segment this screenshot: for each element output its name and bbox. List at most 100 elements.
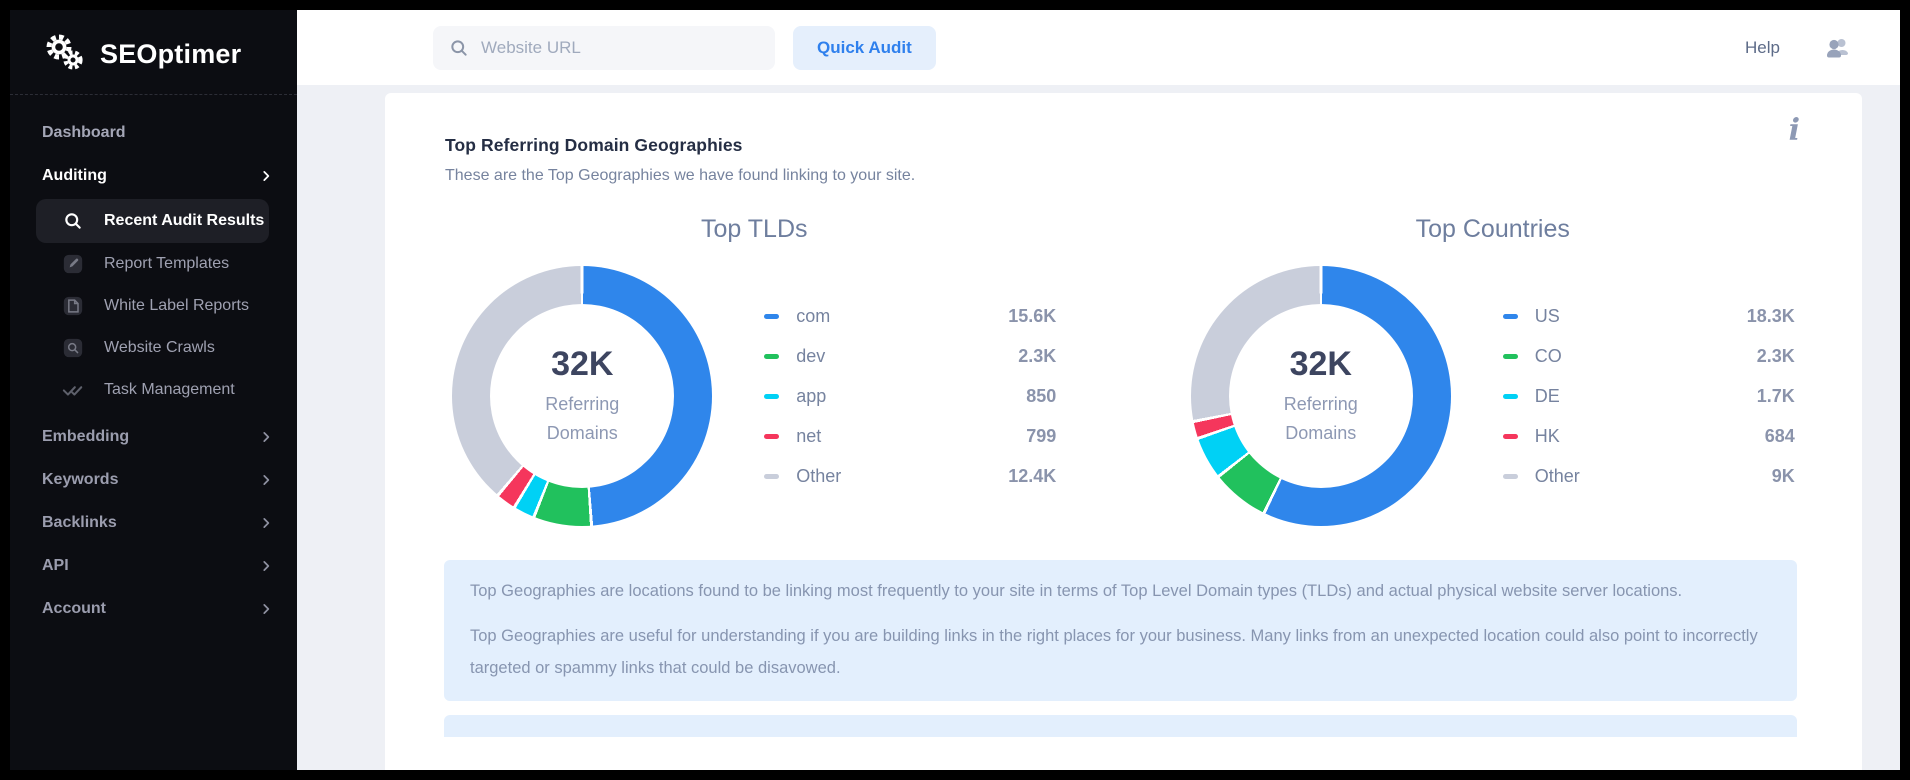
info-icon[interactable]: i — [1788, 113, 1800, 148]
panel-title: Top Referring Domain Geographies — [445, 135, 743, 155]
logo-text: SEOptimer — [100, 38, 242, 69]
legend-marker — [1502, 393, 1518, 399]
report-icon — [62, 295, 84, 317]
sidebar-item-embedding[interactable]: Embedding — [10, 415, 297, 458]
legend-row: CO 2.3K — [1502, 336, 1795, 376]
sidebar-item-keywords[interactable]: Keywords — [10, 458, 297, 501]
chart-legend: US 18.3K CO 2.3K DE 1.7K HK 684 Other 9K — [1502, 296, 1795, 496]
legend-label: dev — [796, 345, 826, 366]
sidebar-item-auditing[interactable]: Auditing — [10, 154, 297, 197]
legend-marker — [1502, 473, 1518, 479]
sidebar-item-recent-audit-results[interactable]: Recent Audit Results — [36, 199, 269, 243]
page-magnifier-icon — [62, 337, 84, 359]
donut-center-label: Referring Domains — [1283, 393, 1358, 443]
sidebar-divider — [10, 94, 297, 95]
sidebar-item-report-templates[interactable]: Report Templates — [10, 243, 297, 285]
legend-value: 850 — [1026, 385, 1057, 406]
legend-label: app — [796, 385, 827, 406]
topbar: Quick Audit Help — [297, 10, 1900, 85]
auditing-submenu: Recent Audit Results Report Templates Wh… — [10, 197, 297, 415]
double-check-icon — [62, 379, 84, 401]
geographies-panel: Top Referring Domain Geographies These a… — [385, 93, 1862, 770]
legend-marker — [764, 353, 780, 359]
sidebar-item-website-crawls[interactable]: Website Crawls — [10, 327, 297, 369]
legend-row: Other 9K — [1502, 456, 1795, 496]
legend-label: DE — [1534, 385, 1560, 406]
legend-label: com — [796, 305, 831, 326]
sidebar: SEOptimer Dashboard Auditing Recent Audi… — [10, 10, 297, 770]
legend-row: com 15.6K — [764, 296, 1056, 336]
note-paragraph-2: Top Geographies are useful for understan… — [470, 627, 1758, 677]
quick-audit-button[interactable]: Quick Audit — [793, 25, 936, 70]
legend-value: 18.3K — [1746, 305, 1795, 326]
pen-icon — [62, 253, 84, 275]
chevron-right-icon — [259, 473, 273, 487]
legend-marker — [764, 313, 780, 319]
chevron-right-icon — [259, 602, 273, 616]
legend-value: 12.4K — [1008, 465, 1057, 486]
seoptimer-gear-icon — [44, 32, 88, 76]
legend-marker — [764, 393, 780, 399]
legend-marker — [1502, 353, 1518, 359]
search-icon — [449, 38, 469, 58]
legend-value: 684 — [1764, 425, 1795, 446]
legend-value: 15.6K — [1008, 305, 1057, 326]
legend-label: CO — [1534, 345, 1562, 366]
next-section-strip — [444, 715, 1797, 737]
chart-title: Top Countries — [1415, 215, 1570, 243]
legend-value: 9K — [1771, 465, 1795, 486]
legend-marker — [764, 473, 780, 479]
legend-marker — [764, 433, 780, 439]
legend-row: US 18.3K — [1502, 296, 1795, 336]
donut-center: 32K Referring Domains — [490, 304, 675, 488]
legend-row: dev 2.3K — [764, 336, 1056, 376]
legend-row: HK 684 — [1502, 416, 1795, 456]
legend-row: DE 1.7K — [1502, 376, 1795, 416]
search-input[interactable] — [481, 37, 759, 58]
sidebar-item-dashboard[interactable]: Dashboard — [42, 123, 126, 141]
chart-top-tlds: Top TLDs 32K Referring Domains com 15.6K de… — [385, 215, 1124, 526]
chevron-right-icon — [259, 169, 273, 183]
note-paragraph-1: Top Geographies are locations found to b… — [470, 582, 1683, 600]
legend-label: net — [796, 425, 822, 446]
legend-label: Other — [1534, 465, 1580, 486]
website-url-search[interactable] — [433, 25, 775, 70]
users-icon[interactable] — [1824, 35, 1852, 61]
donut-chart: 32K Referring Domains — [452, 266, 713, 526]
legend-label: Other — [796, 465, 842, 486]
sidebar-item-account[interactable]: Account — [10, 587, 297, 630]
donut-center-label: Referring Domains — [545, 393, 620, 443]
donut-center: 32K Referring Domains — [1228, 304, 1413, 488]
sidebar-item-white-label-reports[interactable]: White Label Reports — [10, 285, 297, 327]
legend-marker — [1502, 313, 1518, 319]
legend-value: 2.3K — [1756, 345, 1795, 366]
donut-chart: 32K Referring Domains — [1190, 266, 1451, 526]
help-link[interactable]: Help — [1745, 37, 1780, 57]
chevron-right-icon — [259, 516, 273, 530]
search-icon — [62, 210, 84, 232]
legend-value: 2.3K — [1018, 345, 1057, 366]
legend-row: app 850 — [764, 376, 1056, 416]
explanation-note: Top Geographies are locations found to b… — [444, 560, 1797, 701]
chart-top-countries: Top Countries 32K Referring Domains US 18.… — [1124, 215, 1863, 526]
legend-label: HK — [1534, 425, 1560, 446]
chart-legend: com 15.6K dev 2.3K app 850 net 799 Other 12.4K — [764, 296, 1056, 496]
donut-center-value: 32K — [1289, 344, 1352, 383]
main-column: Quick Audit Help Top Referring Domain Ge… — [297, 10, 1900, 770]
legend-value: 799 — [1026, 425, 1057, 446]
panel-subtitle: These are the Top Geographies we have fo… — [445, 167, 916, 184]
legend-row: net 799 — [764, 416, 1056, 456]
sidebar-item-backlinks[interactable]: Backlinks — [10, 501, 297, 544]
donut-center-value: 32K — [551, 344, 614, 383]
legend-value: 1.7K — [1756, 385, 1795, 406]
logo[interactable]: SEOptimer — [10, 10, 297, 94]
sidebar-item-task-management[interactable]: Task Management — [10, 369, 297, 411]
panel-header: Top Referring Domain Geographies These a… — [385, 93, 1862, 185]
app-window: SEOptimer Dashboard Auditing Recent Audi… — [10, 10, 1900, 770]
sidebar-nav: Dashboard Auditing Recent Audit Results — [10, 105, 297, 770]
legend-label: US — [1534, 305, 1560, 326]
sidebar-item-api[interactable]: API — [10, 544, 297, 587]
legend-marker — [1502, 433, 1518, 439]
chevron-right-icon — [259, 430, 273, 444]
content-area: Top Referring Domain Geographies These a… — [297, 85, 1900, 770]
